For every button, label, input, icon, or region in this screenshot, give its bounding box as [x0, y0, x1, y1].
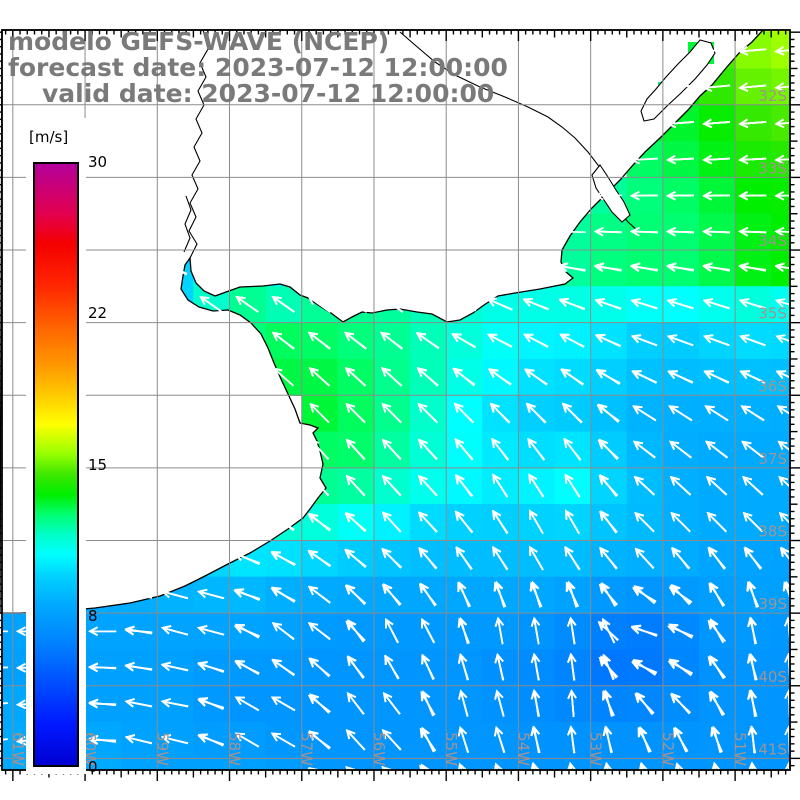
lon-label: 59W [153, 732, 171, 766]
lon-label: 57W [298, 732, 316, 766]
lon-label: 52W [659, 732, 677, 766]
colorbar-unit-label: [m/s] [29, 128, 69, 146]
lat-label: 32S [758, 87, 787, 105]
colorbar-tick-label: 22 [88, 304, 108, 323]
colorbar [33, 162, 79, 767]
lat-label: 39S [758, 595, 787, 613]
lagoa-mirim-outline [591, 164, 631, 223]
river-bank [183, 195, 192, 253]
lagoa-dos-patos-outline [640, 39, 716, 122]
valid-date-line: valid date: 2023-07-12 12:00:00 [42, 79, 495, 108]
colorbar-tick-label: 0 [88, 758, 98, 776]
map-frame [0, 29, 800, 781]
lat-label: 41S [758, 740, 787, 758]
grid-labels: 61W 60W 59W 58W 57W 56W 55W 54W 53W 52W 51W32S33S3… [9, 87, 787, 766]
lat-label: 36S [758, 377, 787, 395]
lon-label: 53W [587, 732, 605, 766]
uruguay-river [188, 29, 209, 259]
lat-label: 33S [758, 159, 787, 177]
land-coastline [0, 29, 765, 614]
lon-label: 58W [226, 732, 244, 766]
lat-label: 38S [758, 523, 787, 541]
graticule [2, 30, 790, 770]
colorbar-tick-label: 15 [88, 455, 108, 474]
lon-label: 51W [731, 732, 749, 766]
lon-label: 54W [514, 732, 532, 766]
model-title: modelo GEFS-WAVE (NCEP) [8, 27, 390, 56]
lon-label: 56W [370, 732, 388, 766]
lat-label: 34S [758, 232, 787, 250]
forecast-date-line: forecast date: 2023-07-12 12:00:00 [8, 53, 508, 82]
colorbar-tick-label: 30 [88, 153, 108, 171]
lon-label: 55W [442, 732, 460, 766]
lon-label: 61W [9, 732, 27, 766]
lat-label: 40S [758, 668, 787, 686]
colorbar-tick-label: 8 [88, 606, 98, 625]
wind-arrows [2, 46, 790, 770]
lat-label: 37S [758, 450, 787, 468]
lat-label: 35S [758, 305, 787, 323]
